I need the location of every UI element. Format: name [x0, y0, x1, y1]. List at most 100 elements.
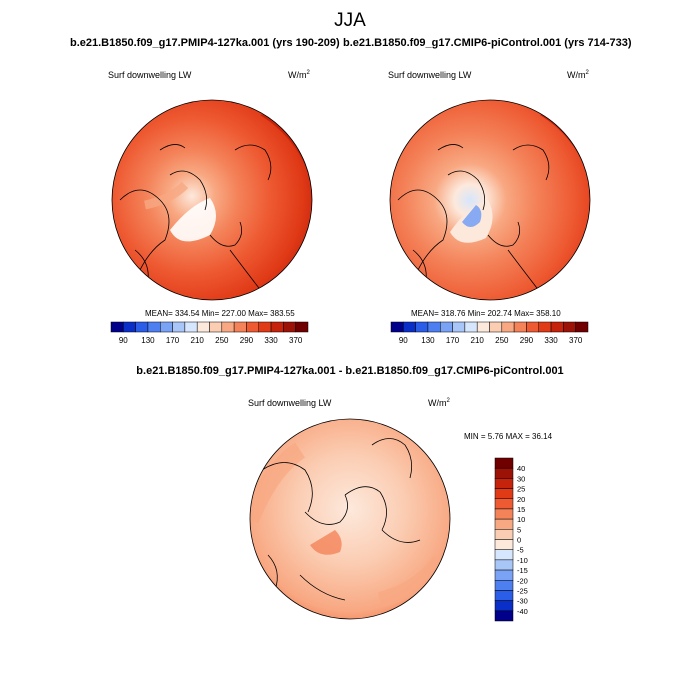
colorbar-swatch [476, 321, 490, 333]
map-panel-diff [249, 418, 451, 620]
panel-a-units-exp: 2 [306, 70, 310, 76]
colorbar-swatch [270, 321, 284, 333]
colorbar-swatch [494, 590, 514, 601]
colorbar-tick-label: -30 [517, 597, 528, 606]
colorbar-swatch [123, 321, 136, 333]
colorbar-swatch [415, 321, 429, 333]
panel-diff-units-exp: 2 [446, 398, 450, 404]
colorbar-tick-label: 25 [517, 485, 525, 494]
colorbar-tick-label: 40 [517, 464, 525, 473]
colorbar-tick-label: 15 [517, 505, 525, 514]
colorbar-swatch [494, 488, 514, 499]
colorbar-tick-label: 170 [446, 336, 460, 345]
colorbar-swatch [452, 321, 466, 333]
colorbar-swatch [184, 321, 198, 333]
colorbar-tick-label: -15 [517, 566, 528, 575]
panel-diff-units: W/m2 [428, 398, 450, 408]
panel-a-title: b.e21.B1850.f09_g17.PMIP4-127ka.001 (yrs… [70, 37, 340, 49]
colorbar-swatch [494, 539, 514, 550]
colorbar-swatch [172, 321, 186, 333]
colorbar-tick-label: 250 [495, 336, 509, 345]
colorbar-swatch [494, 580, 514, 591]
panel-a-units-base: W/m [288, 70, 307, 80]
colorbar-swatch [494, 610, 514, 622]
colorbar-tick-label: 210 [191, 336, 205, 345]
colorbar-swatch [563, 321, 576, 333]
colorbar-tick-label: 30 [517, 474, 525, 483]
panel-b-variable: Surf downwelling LW [388, 70, 472, 80]
colorbar-swatch [440, 321, 453, 333]
panel-b-units-exp: 2 [585, 70, 589, 76]
colorbar-swatch [575, 321, 589, 333]
colorbar-tick-label: 290 [240, 336, 254, 345]
colorbar-tick-label: -5 [517, 546, 524, 555]
colorbar-tick-label: 210 [471, 336, 485, 345]
panel-diff-variable: Surf downwelling LW [248, 398, 332, 408]
colorbar-swatch [501, 321, 515, 333]
colorbar-tick-label: -10 [517, 556, 528, 565]
panel-b-units: W/m2 [567, 70, 589, 80]
colorbar-swatch [494, 569, 514, 581]
panel-b-units-base: W/m [567, 70, 586, 80]
colorbar-swatch [295, 321, 309, 333]
colorbar-tick-label: -20 [517, 576, 528, 585]
colorbar-swatch [494, 559, 514, 571]
colorbar-swatch [233, 321, 247, 333]
colorbar-swatch [464, 321, 478, 333]
colorbar-swatch [494, 478, 514, 489]
panel-b-stats: MEAN= 318.76 Min= 202.74 Max= 358.10 [411, 309, 561, 318]
colorbar-swatch [494, 518, 514, 530]
figure-season-title: JJA [334, 10, 366, 31]
panel-a-variable: Surf downwelling LW [108, 70, 192, 80]
colorbar-tick-label: 130 [141, 336, 155, 345]
colorbar-swatch [494, 467, 514, 479]
colorbar-swatch [494, 508, 514, 520]
colorbar-swatch [403, 321, 416, 333]
colorbar-tick-label: 330 [264, 336, 278, 345]
colorbar-swatch [390, 321, 404, 333]
map-panel-a [111, 99, 313, 301]
colorbar-swatch [513, 321, 527, 333]
panel-diff-stats: MIN = 5.76 MAX = 36.14 [464, 432, 553, 441]
colorbar-swatch [494, 498, 514, 510]
panel-a-units: W/m2 [288, 70, 310, 80]
colorbar-tick-label: 90 [399, 336, 408, 345]
colorbar-swatch [160, 321, 173, 333]
colorbar-tick-label: 250 [215, 336, 229, 345]
map-panel-b [389, 99, 591, 301]
colorbar-swatch [494, 529, 514, 540]
colorbar-swatch [494, 457, 514, 469]
panel-a-stats: MEAN= 334.54 Min= 227.00 Max= 383.55 [145, 309, 295, 318]
colorbar-swatch [246, 321, 259, 333]
colorbar-swatch [147, 321, 161, 333]
colorbar-swatch [494, 600, 514, 612]
colorbar-swatch [110, 321, 124, 333]
panel-diff-title: b.e21.B1850.f09_g17.PMIP4-127ka.001 - b.… [136, 365, 564, 377]
colorbar-tick-label: 10 [517, 515, 525, 524]
colorbar-tick-label: -40 [517, 607, 528, 616]
colorbar-swatch [494, 549, 514, 561]
colorbar-swatch [283, 321, 296, 333]
colorbar-swatch [221, 321, 235, 333]
colorbar-tick-label: 370 [289, 336, 303, 345]
colorbar-tick-label: 370 [569, 336, 583, 345]
colorbar-swatch [526, 321, 539, 333]
colorbar-tick-label: 130 [421, 336, 435, 345]
colorbar-tick-label: 290 [520, 336, 534, 345]
colorbar-tick-label: -25 [517, 586, 528, 595]
colorbar-tick-label: 20 [517, 495, 525, 504]
colorbar-swatch [258, 321, 272, 333]
colorbar-tick-label: 90 [119, 336, 128, 345]
colorbar-tick-label: 170 [166, 336, 180, 345]
panel-diff-units-base: W/m [428, 398, 447, 408]
colorbar-swatch [196, 321, 210, 333]
colorbar-tick-label: 330 [544, 336, 558, 345]
colorbar-swatch [209, 321, 223, 333]
colorbar-swatch [550, 321, 564, 333]
colorbar-panel-b: 90 130 170 210 250 290 330 370 [390, 321, 589, 345]
panel-b-title: b.e21.B1850.f09_g17.CMIP6-piControl.001 … [343, 37, 632, 49]
colorbar-panel-a: 90 130 170 210 250 290 330 370 [110, 321, 309, 345]
colorbar-tick-label: 5 [517, 525, 521, 534]
